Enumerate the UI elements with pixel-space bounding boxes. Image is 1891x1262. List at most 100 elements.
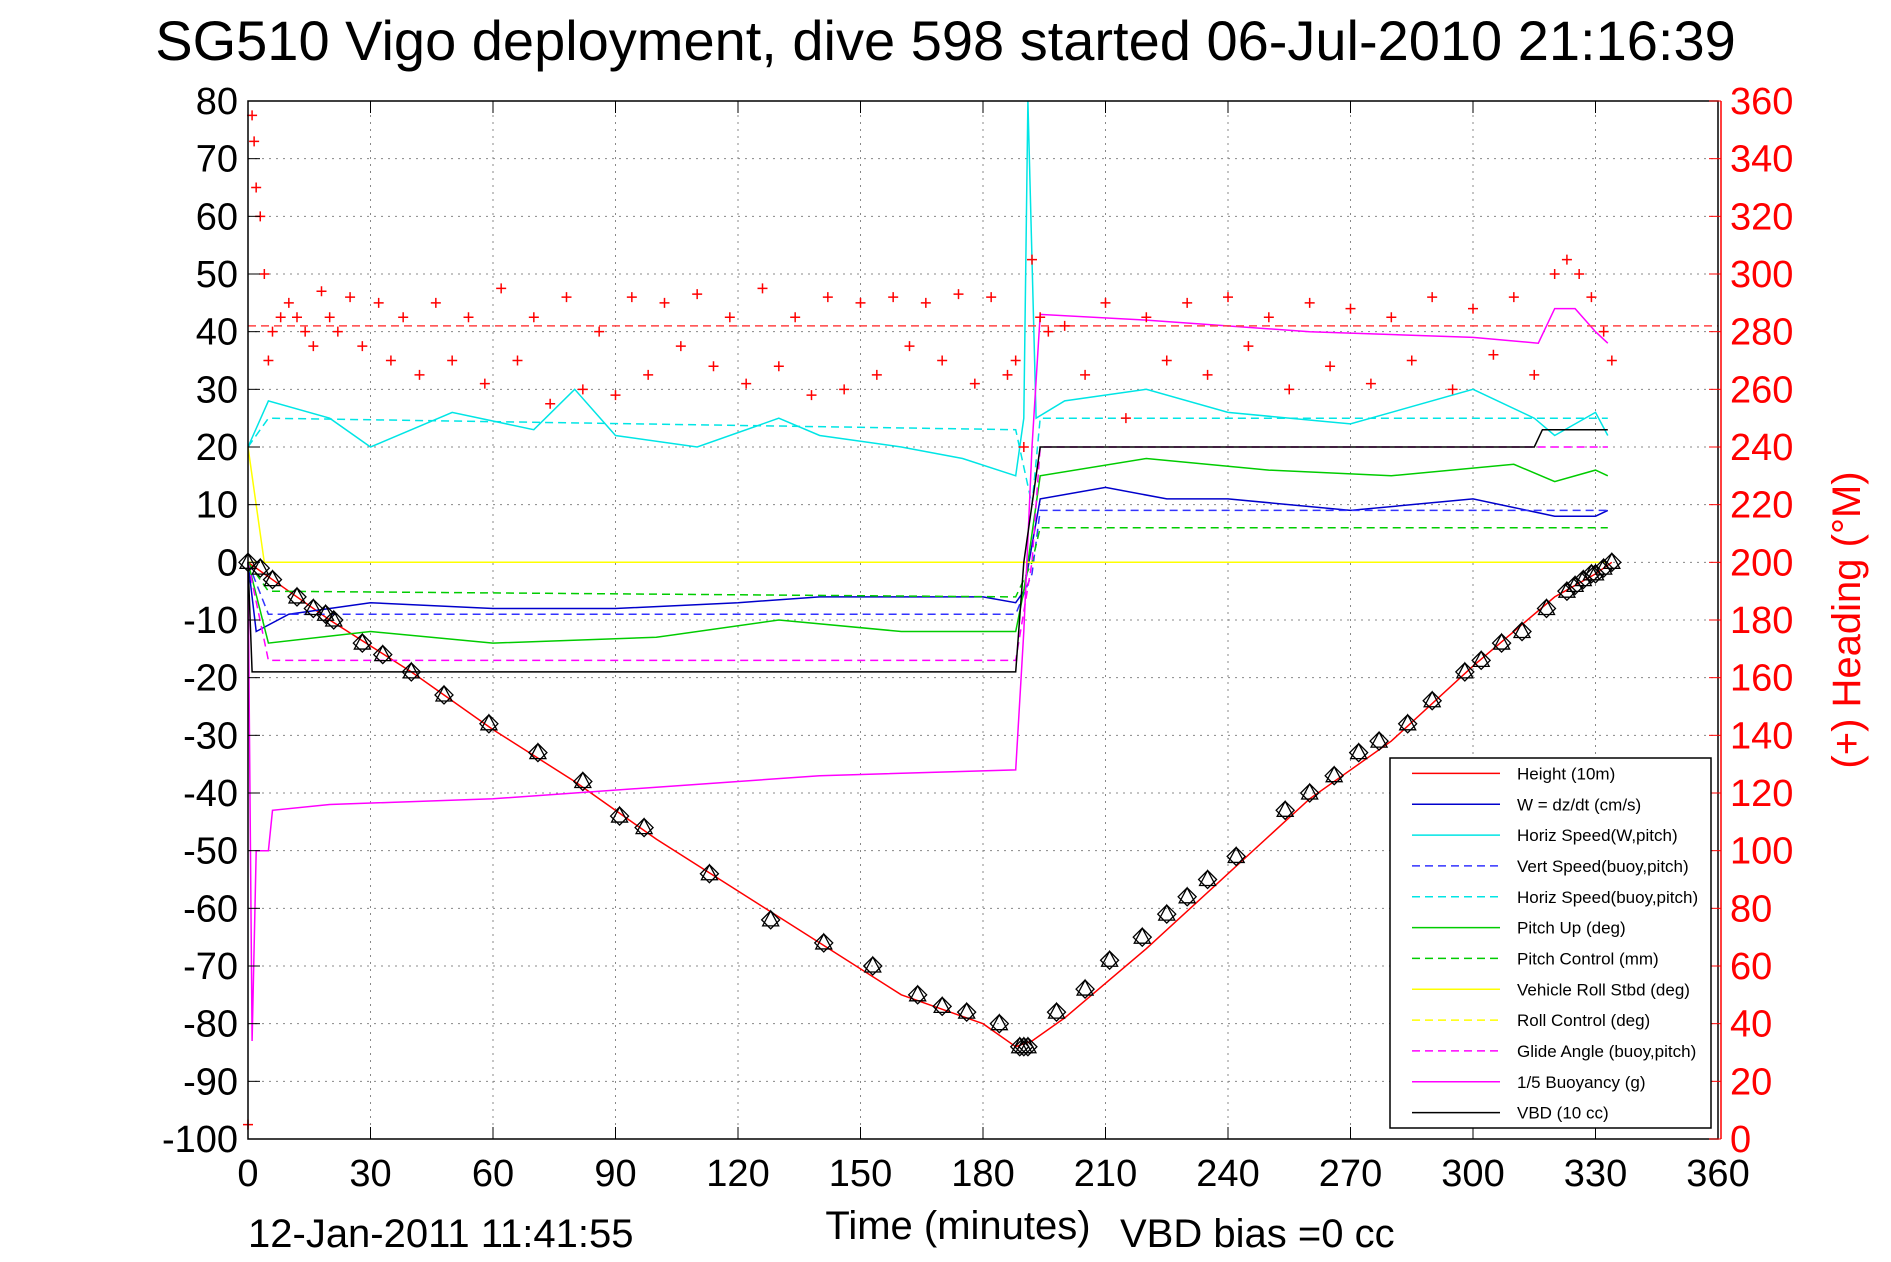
heading-point xyxy=(773,361,784,372)
height-marker xyxy=(1177,886,1198,907)
legend-label: VBD (10 cc) xyxy=(1517,1104,1609,1123)
footer-vbd-bias: VBD bias =0 cc xyxy=(1120,1212,1395,1256)
height-marker xyxy=(1454,661,1475,682)
heading-point xyxy=(496,283,507,294)
height-marker xyxy=(1369,730,1389,752)
heading-point xyxy=(1080,369,1091,380)
heading-point xyxy=(263,355,274,366)
y2-tick-label: 100 xyxy=(1730,831,1793,873)
height-marker xyxy=(527,742,548,763)
axes: 0 30 60 90 120 150 180 210 240 270 300 330 360807060… xyxy=(162,81,1869,1248)
y-tick-label: -30 xyxy=(183,715,238,757)
heading-point xyxy=(904,341,915,352)
legend-label: Horiz Speed(buoy,pitch) xyxy=(1517,888,1698,907)
heading-point xyxy=(1304,297,1315,308)
height-marker xyxy=(1018,1036,1038,1057)
heading-point xyxy=(577,384,588,395)
heading-point xyxy=(986,292,997,303)
x-tick-label: 240 xyxy=(1196,1153,1259,1195)
x-tick-label: 360 xyxy=(1686,1153,1749,1195)
heading-point xyxy=(626,292,637,303)
y2-tick-label: 360 xyxy=(1730,81,1793,123)
height-marker xyxy=(989,1013,1010,1034)
heading-point xyxy=(1598,326,1609,337)
y2-tick-label: 260 xyxy=(1730,369,1793,411)
heading-point xyxy=(692,289,703,300)
height-marker xyxy=(572,771,593,792)
heading-point xyxy=(275,312,286,323)
heading-point xyxy=(920,297,931,308)
y-tick-label: 30 xyxy=(196,369,238,411)
series-line xyxy=(247,446,1608,662)
height-marker xyxy=(401,661,422,682)
heading-point xyxy=(512,355,523,366)
x-tick-label: 300 xyxy=(1441,1153,1504,1195)
legend: Height (10m) W = dz/dt (cm/s) Horiz Speed(… xyxy=(1389,757,1712,1129)
heading-point xyxy=(1120,413,1131,424)
y-tick-label: 70 xyxy=(196,139,238,181)
heading-point xyxy=(1345,303,1356,314)
y2-tick-label: 0 xyxy=(1730,1119,1751,1161)
y-tick-label: -60 xyxy=(183,888,238,930)
y2-tick-label: 80 xyxy=(1730,888,1772,930)
x-tick-label: 270 xyxy=(1319,1153,1382,1195)
height-marker xyxy=(699,863,720,884)
y-tick-label: -70 xyxy=(183,946,238,988)
y-tick-label: 60 xyxy=(196,196,238,238)
heading-point xyxy=(414,369,425,380)
legend-label: Vert Speed(buoy,pitch) xyxy=(1517,857,1689,876)
y-tick-label: -20 xyxy=(183,658,238,700)
series-line xyxy=(247,526,1608,598)
height-marker xyxy=(1299,782,1320,803)
legend-label: Pitch Control (mm) xyxy=(1517,949,1659,968)
heading-point xyxy=(479,378,490,389)
chart-title: SG510 Vigo deployment, dive 598 started … xyxy=(155,9,1736,72)
series-line xyxy=(247,428,1608,673)
y-tick-label: 40 xyxy=(196,312,238,354)
heading-point xyxy=(316,286,327,297)
heading-point xyxy=(1427,292,1438,303)
height-marker xyxy=(478,713,499,734)
series-line xyxy=(247,486,1609,633)
heading-point xyxy=(332,326,343,337)
heading-point xyxy=(1100,297,1111,308)
heading-point xyxy=(806,390,817,401)
heading-point xyxy=(1018,442,1029,452)
heading-points xyxy=(243,110,1718,1130)
heading-point xyxy=(1263,312,1274,323)
y-tick-label: -50 xyxy=(183,831,238,873)
heading-point xyxy=(1035,312,1046,323)
heading-point xyxy=(1043,326,1054,337)
heading-point xyxy=(561,292,572,303)
heading-point xyxy=(1027,254,1037,265)
heading-point xyxy=(937,355,948,366)
heading-point xyxy=(594,326,605,337)
heading-point xyxy=(1561,254,1572,265)
series-line xyxy=(247,307,1609,1042)
height-marker xyxy=(1491,632,1512,653)
legend-label: Glide Angle (buoy,pitch) xyxy=(1517,1042,1696,1061)
heading-point xyxy=(1529,369,1540,380)
heading-point xyxy=(1141,312,1152,323)
heading-point xyxy=(1223,292,1233,303)
heading-point xyxy=(283,297,294,308)
height-marker xyxy=(262,569,283,590)
heading-point xyxy=(1508,292,1519,303)
legend-box xyxy=(1389,757,1712,1129)
y2-tick-label: 40 xyxy=(1730,1004,1772,1046)
heading-point xyxy=(1284,384,1295,395)
series-line xyxy=(247,100,1609,477)
height-marker xyxy=(932,995,953,1017)
x-tick-label: 180 xyxy=(951,1153,1014,1195)
heading-point xyxy=(675,341,686,352)
heading-point xyxy=(300,326,311,337)
height-marker xyxy=(1226,846,1247,867)
height-marker xyxy=(250,557,271,579)
height-marker xyxy=(1512,621,1532,642)
heading-point xyxy=(1010,355,1021,366)
x-tick-label: 30 xyxy=(349,1153,391,1195)
heading-point xyxy=(259,269,270,279)
y-tick-label: 80 xyxy=(196,81,238,123)
heading-point xyxy=(373,297,384,308)
height-marker xyxy=(1197,869,1218,890)
